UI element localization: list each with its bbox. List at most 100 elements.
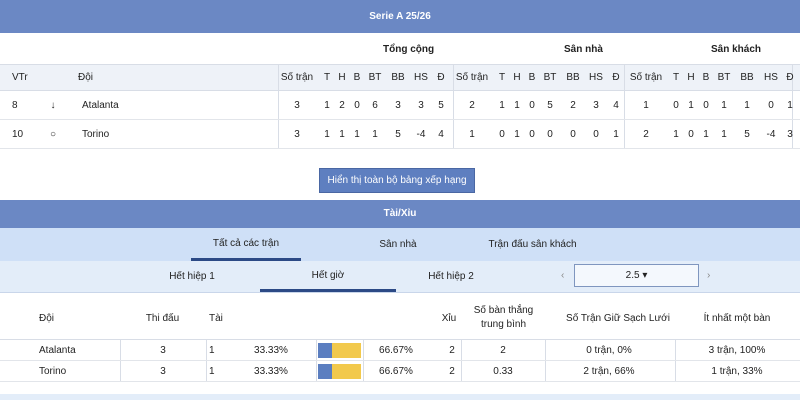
show-full-standings-button[interactable]: Hiển thị toàn bộ bảng xếp hạng bbox=[319, 168, 475, 193]
away-gd: 0 bbox=[768, 99, 774, 111]
ou-col-team: Đội bbox=[39, 312, 55, 324]
group-away-label: Sân khách bbox=[711, 44, 762, 55]
col-l: B bbox=[702, 72, 710, 83]
total-ga: 3 bbox=[395, 99, 401, 111]
col-w: T bbox=[672, 72, 680, 83]
footer-strip bbox=[0, 394, 800, 400]
clean-sheets: 2 trận, 66% bbox=[583, 365, 635, 377]
col-pts: Đ bbox=[437, 72, 445, 83]
total-gf: 6 bbox=[372, 99, 378, 111]
away-gf: 1 bbox=[721, 128, 727, 140]
home-pts: 1 bbox=[613, 128, 619, 140]
over-bar bbox=[318, 364, 332, 379]
away-ga: 5 bbox=[744, 128, 750, 140]
col-gf: BT bbox=[717, 72, 731, 83]
team-name: Atalanta bbox=[39, 344, 76, 356]
subtab-second-half[interactable]: Hết hiệp 2 bbox=[428, 271, 474, 282]
standings-row[interactable]: 8 ↓ Atalanta 3 1 2 0 6 3 3 5 2 1 1 0 5 2 3 4 1 0 1 0 1 1 0 1 bbox=[0, 91, 800, 120]
ou-col-avg-goals: Số bàn thắng trung bình bbox=[473, 305, 534, 330]
total-w: 1 bbox=[324, 128, 330, 140]
next-line-arrow-icon[interactable]: › bbox=[707, 270, 711, 281]
standings-row[interactable]: 10 ○ Torino 3 1 1 1 1 5 -4 4 1 0 1 0 0 0 0 1 2 1 0 1 1 5 -4 3 bbox=[0, 120, 800, 149]
total-l: 1 bbox=[354, 128, 360, 140]
subtab-full-time[interactable]: Hết giờ bbox=[260, 261, 396, 292]
col-gd: HS bbox=[589, 72, 603, 83]
col-pts: Đ bbox=[612, 72, 620, 83]
ou-col-over: Tài bbox=[209, 312, 223, 324]
overunder-title: Tài/Xỉu bbox=[0, 200, 800, 228]
home-ga: 0 bbox=[570, 128, 576, 140]
home-d: 1 bbox=[514, 128, 520, 140]
home-pts: 4 bbox=[613, 99, 619, 111]
under-count: 2 bbox=[449, 365, 455, 377]
overunder-column-header: Đội Thi đấu Tài Xỉu Số bàn thắng trung b… bbox=[0, 297, 800, 340]
away-gd: -4 bbox=[766, 128, 776, 140]
standings-title: Serie A 25/26 bbox=[0, 0, 800, 33]
overunder-row[interactable]: Torino 3 1 33.33% 66.67% 2 0.33 2 trận, 66% 1 tr… bbox=[0, 361, 800, 382]
total-ga: 5 bbox=[395, 128, 401, 140]
under-bar bbox=[332, 364, 361, 379]
total-played: 3 bbox=[294, 99, 300, 111]
under-bar bbox=[332, 343, 361, 358]
col-played: Số trận bbox=[455, 72, 489, 83]
position: 10 bbox=[12, 128, 24, 140]
home-played: 2 bbox=[469, 99, 475, 111]
col-played: Số trận bbox=[280, 72, 314, 83]
col-l: B bbox=[528, 72, 536, 83]
away-l: 1 bbox=[703, 128, 709, 140]
group-total-label: Tổng cộng bbox=[383, 44, 435, 55]
total-l: 0 bbox=[354, 99, 360, 111]
tab-all-matches[interactable]: Tất cả các trận bbox=[191, 228, 301, 261]
home-w: 0 bbox=[499, 128, 505, 140]
away-ga: 1 bbox=[744, 99, 750, 111]
home-l: 0 bbox=[529, 99, 535, 111]
col-played: Số trận bbox=[629, 72, 663, 83]
over-count: 1 bbox=[209, 344, 215, 356]
overunder-row[interactable]: Atalanta 3 1 33.33% 66.67% 2 2 0 trận, 0% 3 trận… bbox=[0, 340, 800, 361]
away-d: 1 bbox=[688, 99, 694, 111]
tab-home[interactable]: Sân nhà bbox=[379, 239, 417, 250]
home-w: 1 bbox=[499, 99, 505, 111]
under-percent: 66.67% bbox=[379, 365, 413, 377]
home-gd: 3 bbox=[593, 99, 599, 111]
col-gf: BT bbox=[368, 72, 382, 83]
away-l: 0 bbox=[703, 99, 709, 111]
total-pts: 4 bbox=[438, 128, 444, 140]
home-d: 1 bbox=[514, 99, 520, 111]
group-home-label: Sân nhà bbox=[564, 44, 603, 55]
team-name: Torino bbox=[82, 128, 110, 140]
col-l: B bbox=[353, 72, 361, 83]
over-percent: 33.33% bbox=[254, 344, 288, 356]
team-name: Atalanta bbox=[82, 99, 119, 111]
goal-line-select[interactable]: 2.5 ▾ bbox=[574, 264, 699, 287]
total-d: 2 bbox=[339, 99, 345, 111]
col-d: H bbox=[687, 72, 695, 83]
total-played: 3 bbox=[294, 128, 300, 140]
away-gf: 1 bbox=[721, 99, 727, 111]
clean-sheets: 0 trận, 0% bbox=[586, 344, 632, 356]
subtab-first-half[interactable]: Hết hiệp 1 bbox=[169, 271, 215, 282]
over-count: 1 bbox=[209, 365, 215, 377]
tab-away[interactable]: Trận đấu sân khách bbox=[488, 239, 577, 250]
total-w: 1 bbox=[324, 99, 330, 111]
col-gf: BT bbox=[543, 72, 557, 83]
col-d: H bbox=[513, 72, 521, 83]
score-at-least-one: 1 trận, 33% bbox=[711, 365, 763, 377]
home-l: 0 bbox=[529, 128, 535, 140]
col-d: H bbox=[338, 72, 346, 83]
arrow-down-icon: ↓ bbox=[50, 99, 56, 111]
home-ga: 2 bbox=[570, 99, 576, 111]
col-w: T bbox=[498, 72, 506, 83]
away-played: 2 bbox=[643, 128, 649, 140]
col-pos: VTr bbox=[12, 72, 28, 83]
ou-col-matches: Thi đấu bbox=[145, 312, 180, 324]
team-name: Torino bbox=[39, 365, 67, 377]
away-played: 1 bbox=[643, 99, 649, 111]
ou-col-score-one: Ít nhất một bàn bbox=[703, 312, 771, 324]
away-w: 1 bbox=[673, 128, 679, 140]
total-d: 1 bbox=[339, 128, 345, 140]
col-ga: BB bbox=[566, 72, 580, 83]
over-bar bbox=[318, 343, 332, 358]
col-gd: HS bbox=[764, 72, 778, 83]
prev-line-arrow-icon[interactable]: ‹ bbox=[561, 270, 565, 281]
